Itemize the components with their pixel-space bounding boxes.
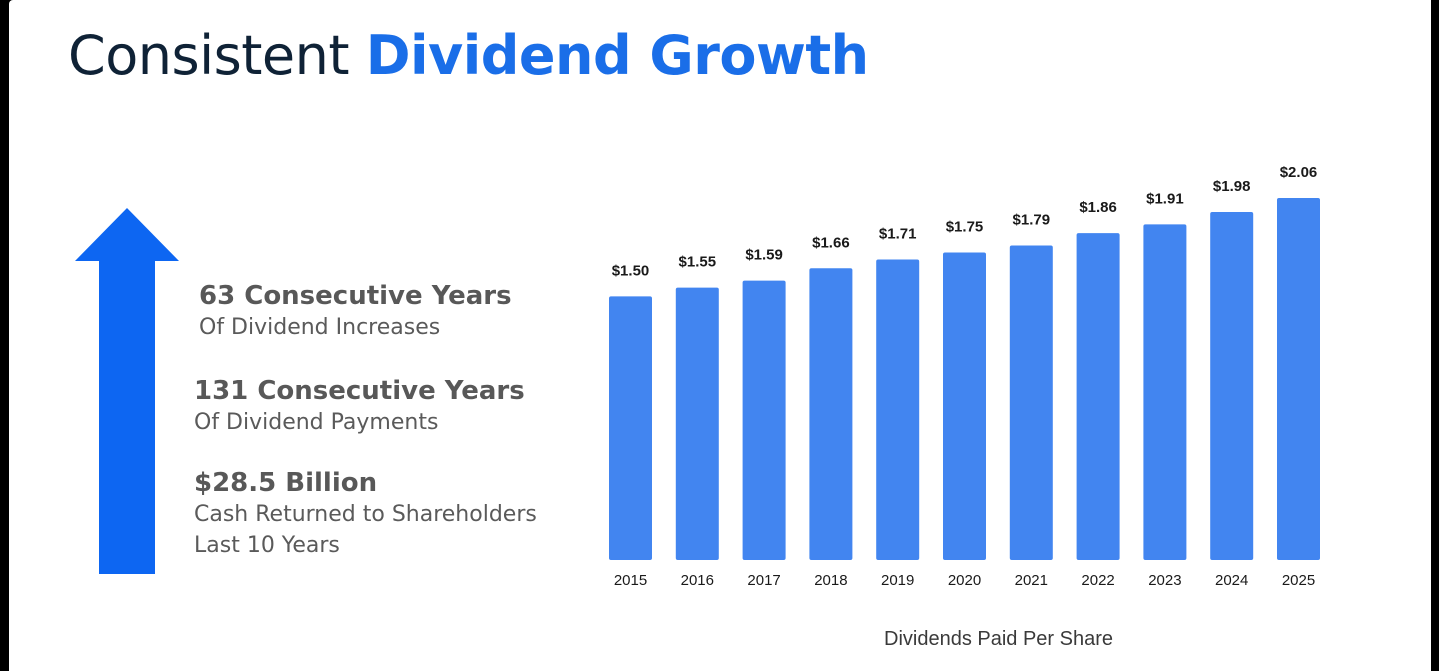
slide: Consistent Dividend Growth 63 Consecutiv… bbox=[9, 0, 1431, 671]
dividend-bar-chart: $1.50 2015 $1.55 2016 $1.59 2017 $1.66 2018 $1.7… bbox=[609, 164, 1320, 589]
up-arrow-icon bbox=[75, 208, 179, 574]
bar-2022 bbox=[1076, 233, 1120, 560]
x-tick-label-2020: 2020 bbox=[948, 572, 981, 589]
bar-2024 bbox=[1210, 212, 1254, 560]
data-label-2023: $1.91 bbox=[1146, 190, 1184, 207]
title-part-1: Consistent bbox=[68, 24, 350, 87]
stat-cash-returned: $28.5 Billion Cash Returned to Sharehold… bbox=[194, 467, 537, 561]
x-tick-label-2025: 2025 bbox=[1282, 572, 1315, 589]
x-tick-label-2024: 2024 bbox=[1215, 572, 1248, 589]
title-part-2: Dividend Growth bbox=[365, 24, 869, 87]
stat-headline: $28.5 Billion bbox=[194, 468, 378, 498]
x-tick-label-2017: 2017 bbox=[747, 572, 780, 589]
data-label-2017: $1.59 bbox=[745, 247, 783, 264]
bar-2025 bbox=[1277, 198, 1320, 560]
data-label-2025: $2.06 bbox=[1280, 164, 1318, 181]
x-tick-label-2015: 2015 bbox=[614, 572, 647, 589]
bar-2021 bbox=[1009, 245, 1053, 560]
x-tick-label-2023: 2023 bbox=[1148, 572, 1181, 589]
stat-headline: 131 Consecutive Years bbox=[194, 376, 525, 406]
stat-consecutive-increases: 63 Consecutive Years Of Dividend Increas… bbox=[199, 280, 512, 343]
data-label-2016: $1.55 bbox=[679, 254, 717, 271]
bar-2015 bbox=[609, 296, 652, 560]
data-label-2020: $1.75 bbox=[946, 218, 984, 235]
chart-x-axis-label: Dividends Paid Per Share bbox=[884, 628, 1114, 650]
x-tick-label-2016: 2016 bbox=[681, 572, 714, 589]
data-label-2024: $1.98 bbox=[1213, 178, 1251, 195]
bar-2018 bbox=[809, 268, 853, 560]
stat-description: Of Dividend Increases bbox=[199, 315, 441, 340]
x-tick-label-2018: 2018 bbox=[814, 572, 847, 589]
x-tick-label-2021: 2021 bbox=[1015, 572, 1048, 589]
stat-description: Cash Returned to Shareholders bbox=[194, 502, 537, 527]
data-label-2021: $1.79 bbox=[1013, 211, 1051, 228]
data-label-2022: $1.86 bbox=[1079, 199, 1117, 216]
bar-2016 bbox=[675, 287, 719, 560]
data-label-2015: $1.50 bbox=[612, 262, 650, 279]
data-label-2019: $1.71 bbox=[879, 226, 917, 243]
bar-2023 bbox=[1143, 224, 1187, 560]
page-title: Consistent Dividend Growth bbox=[68, 24, 869, 88]
stat-description: Of Dividend Payments bbox=[194, 410, 439, 435]
stat-description-2: Last 10 Years bbox=[194, 533, 340, 558]
data-label-2018: $1.66 bbox=[812, 234, 850, 251]
x-tick-label-2022: 2022 bbox=[1081, 572, 1114, 589]
stat-consecutive-payments: 131 Consecutive Years Of Dividend Paymen… bbox=[194, 375, 525, 438]
stat-headline: 63 Consecutive Years bbox=[199, 281, 512, 311]
bar-2019 bbox=[876, 259, 920, 560]
bar-2020 bbox=[943, 252, 986, 560]
bar-2017 bbox=[742, 280, 786, 560]
x-tick-label-2019: 2019 bbox=[881, 572, 914, 589]
